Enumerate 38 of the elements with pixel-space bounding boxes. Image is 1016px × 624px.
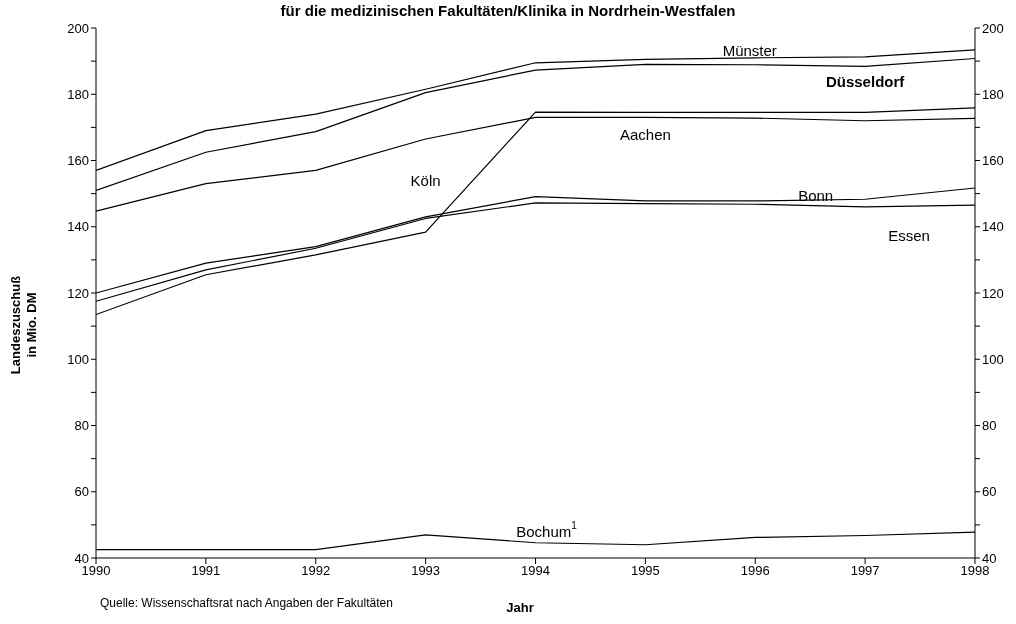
x-tick-label: 1991 (191, 563, 221, 579)
y2-tick-label: 60 (982, 484, 997, 500)
x-tick-label: 1993 (411, 563, 441, 579)
y2-tick-label: 180 (982, 86, 1004, 102)
y-tick-label: 40 (74, 550, 89, 566)
x-axis-title: Jahr (506, 600, 534, 615)
y-tick-label: 180 (67, 86, 89, 102)
y-tick-label: 140 (67, 219, 89, 235)
y-tick-label: 60 (74, 484, 89, 500)
y-axis-title: Landeszuschuß in Mio. DM (8, 275, 40, 375)
y2-tick-label: 80 (982, 418, 997, 434)
y2-tick-label: 200 (982, 20, 1004, 36)
series-label: Aachen (619, 125, 671, 143)
x-tick-label: 1990 (81, 563, 111, 579)
x-tick-label: 1992 (301, 563, 331, 579)
y-tick-label: 160 (67, 153, 89, 169)
source-note: Quelle: Wissenschaftsrat nach Angaben der Fakultäten (100, 596, 393, 610)
x-tick-label: 1995 (630, 563, 660, 579)
series-label: Köln (410, 171, 441, 189)
series-label: Düsseldorf (825, 72, 906, 90)
x-tick-label: 1998 (960, 563, 990, 579)
x-tick-label: 1996 (740, 563, 770, 579)
y-tick-label: 80 (74, 418, 89, 434)
y2-tick-label: 40 (982, 550, 997, 566)
y-tick-label: 120 (67, 285, 89, 301)
y2-tick-label: 120 (982, 285, 1004, 301)
series-label: Bochum$^{1}$ (516, 519, 578, 540)
series-label: Münster (722, 41, 777, 59)
y-tick-label: 200 (67, 20, 89, 36)
series-label: Essen (888, 226, 930, 244)
y-tick-label: 100 (67, 351, 89, 367)
x-tick-label: 1994 (521, 563, 550, 579)
series-label: Bonn (798, 186, 834, 204)
chart-title: für die medizinischen Fakultäten/Klinika in Nordrhein-Westfalen (279, 2, 737, 19)
x-tick-label: 1997 (850, 563, 880, 579)
y2-tick-label: 100 (982, 351, 1004, 367)
y2-tick-label: 140 (982, 219, 1004, 235)
y2-tick-label: 160 (982, 153, 1004, 169)
